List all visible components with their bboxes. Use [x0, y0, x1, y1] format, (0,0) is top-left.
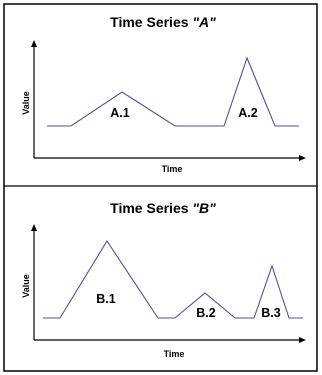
- panel-b-title: Time Series "B": [110, 200, 216, 216]
- panel-b-peak-label-1: B.1: [96, 292, 116, 306]
- panel-b-x-axis-arrow: [299, 337, 306, 343]
- panel-a-title: Time Series "A": [110, 14, 216, 30]
- figure-frame: [3, 3, 318, 372]
- panel-a-peak-label-1: A.1: [110, 106, 130, 120]
- panel-a-peak-label-2: A.2: [238, 106, 258, 120]
- panel-a-y-label: Value: [21, 91, 31, 115]
- panel-b-y-label: Value: [21, 274, 31, 298]
- panel-b-peak-label-2: B.2: [196, 306, 216, 320]
- panel-b-x-label: Time: [164, 349, 185, 359]
- panel-b-y-axis-arrow: [31, 224, 37, 231]
- panel-a-series-line: [47, 56, 299, 127]
- panel-a: Time Series "A" Value Time A.1 A.2: [21, 14, 306, 174]
- panel-a-y-axis-arrow: [31, 40, 37, 47]
- panel-a-x-axis-arrow: [299, 155, 306, 161]
- panel-b-series-line: [43, 239, 303, 319]
- panel-a-x-label: Time: [162, 164, 183, 174]
- panel-b-peak-label-3: B.3: [261, 306, 281, 320]
- panel-b: Time Series "B" Value Time B.1 B.2 B.3: [21, 200, 306, 359]
